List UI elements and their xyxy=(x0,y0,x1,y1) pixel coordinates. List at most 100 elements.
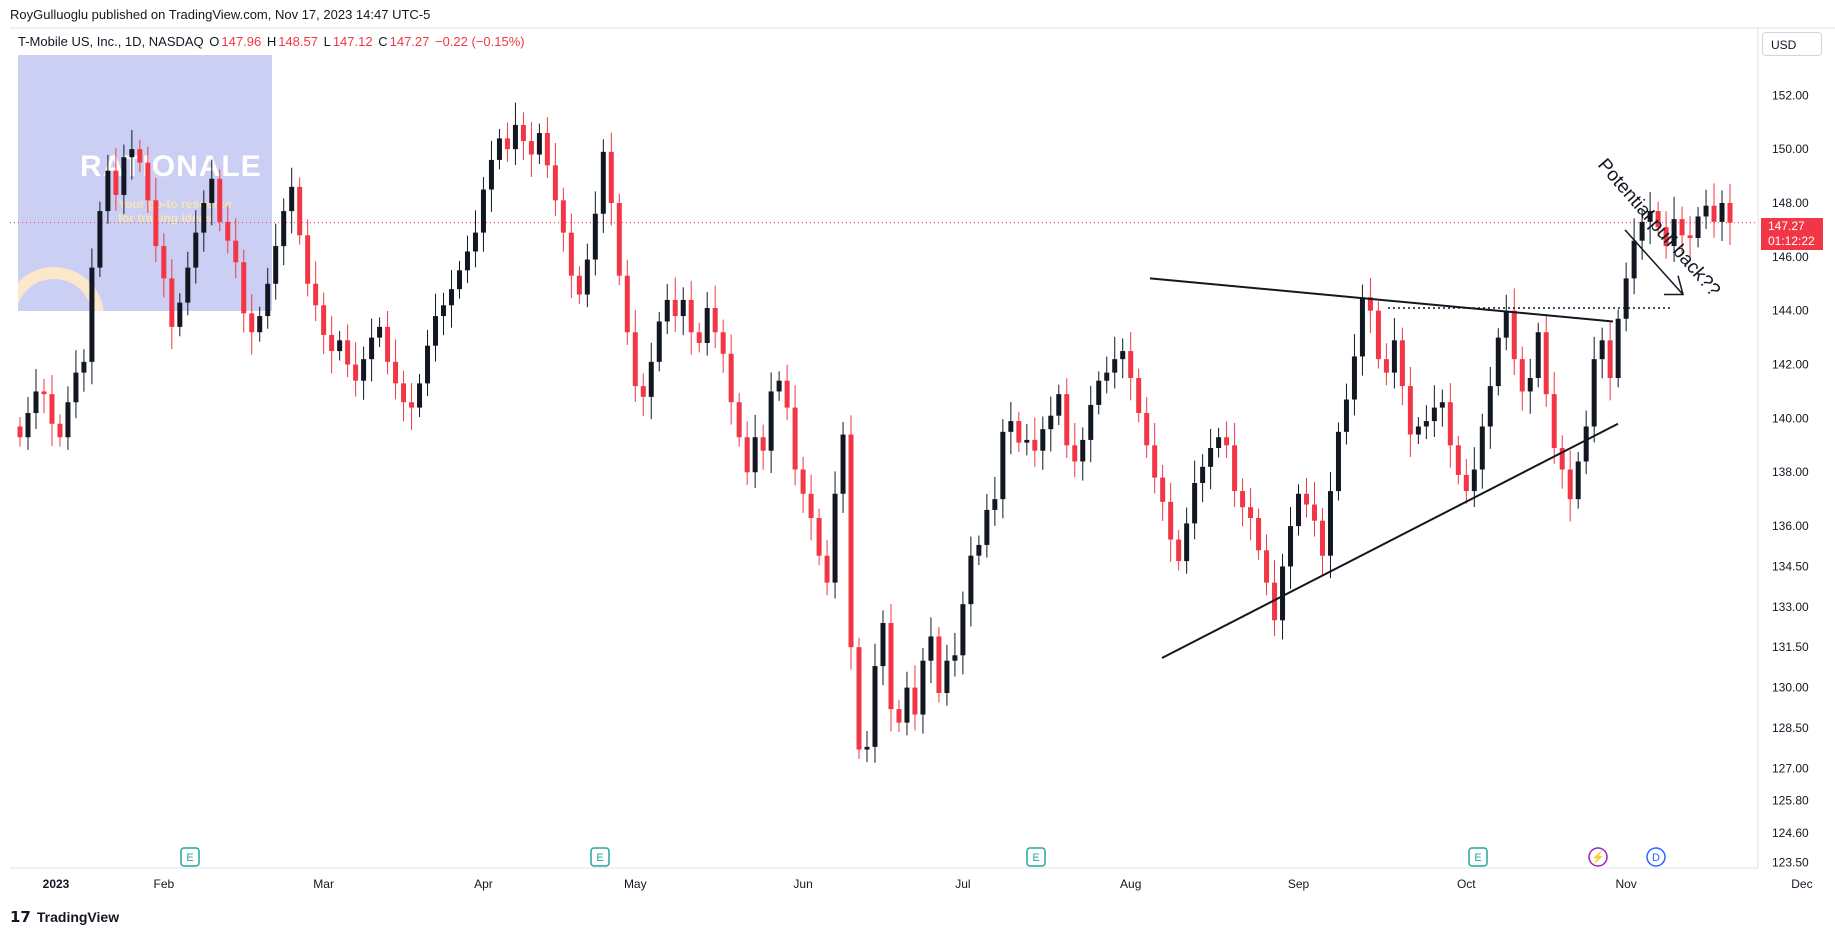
y-tick-label: 140.00 xyxy=(1772,411,1809,425)
candle-body xyxy=(568,232,574,276)
split-icon xyxy=(1588,847,1608,867)
candle-body xyxy=(496,138,502,160)
last-price-tag: 147.27 01:12:22 xyxy=(1761,218,1823,250)
tradingview-logo[interactable]: 𝟭𝟳 TradingView xyxy=(10,908,119,926)
candle-body xyxy=(1264,550,1270,583)
candle-body xyxy=(1096,380,1102,405)
candle-body xyxy=(313,283,319,306)
candle-body xyxy=(425,345,431,384)
candle-body xyxy=(257,316,263,333)
upper-trendline xyxy=(1149,277,1614,323)
candle-body xyxy=(664,299,670,322)
candle-body xyxy=(153,200,159,247)
candle-body xyxy=(1383,359,1389,373)
y-tick-label: 138.00 xyxy=(1772,465,1809,479)
symbol-name[interactable]: T-Mobile US, Inc., 1D, NASDAQ xyxy=(18,34,204,49)
candle-body xyxy=(1711,205,1717,222)
top-bar: RoyGulluoglu published on TradingView.co… xyxy=(0,0,1835,28)
candle-body xyxy=(968,555,974,605)
y-tick-label: 142.00 xyxy=(1772,358,1809,372)
candle-body xyxy=(1104,372,1110,381)
candle-body xyxy=(1375,310,1381,360)
candle-body xyxy=(81,361,87,373)
candle-body xyxy=(1192,483,1198,524)
candle-body xyxy=(704,308,710,343)
earnings-icon-label: E xyxy=(186,852,193,864)
lower-trendline xyxy=(1161,422,1619,659)
close-label: C xyxy=(378,34,388,49)
candle-body xyxy=(1599,340,1605,360)
candle-body xyxy=(1296,493,1302,527)
candle-body xyxy=(1543,332,1549,395)
candle-body xyxy=(1495,337,1501,387)
candle-body xyxy=(1288,526,1294,567)
candle-body xyxy=(1479,426,1485,470)
candle-body xyxy=(536,133,542,155)
candle-body xyxy=(1080,439,1086,462)
x-tick-label: Dec xyxy=(1791,877,1812,891)
candle-body xyxy=(480,189,486,233)
candle-body xyxy=(1327,491,1333,556)
candle-body xyxy=(952,655,958,661)
last-price: 147.27 xyxy=(1768,219,1805,233)
candle-body xyxy=(616,203,622,276)
candle-body xyxy=(832,493,838,583)
split-icon-label: ⚡ xyxy=(1591,851,1605,864)
candle-body xyxy=(512,124,518,150)
candle-body xyxy=(1176,539,1182,562)
candle-body xyxy=(816,518,822,556)
y-tick-label: 148.00 xyxy=(1772,196,1809,210)
candle-body xyxy=(520,124,526,142)
candle-body xyxy=(1591,359,1597,427)
candle-body xyxy=(385,326,391,362)
candle-body xyxy=(840,434,846,494)
y-tick-label: 123.50 xyxy=(1772,856,1809,870)
candle-body xyxy=(576,275,582,295)
candle-body xyxy=(1463,474,1469,492)
candle-body xyxy=(1631,240,1637,279)
candle-body xyxy=(552,165,558,201)
candle-body xyxy=(1623,278,1629,319)
candle-body xyxy=(281,211,287,247)
candle-body xyxy=(241,262,247,314)
pullback-arrow-head xyxy=(1664,275,1684,296)
watermark-logo: RATIONALE Your go-to resource for tradin… xyxy=(18,55,272,311)
close-value: 147.27 xyxy=(389,34,430,49)
candle-body xyxy=(1439,402,1445,408)
candle-body xyxy=(728,353,734,403)
low-label: L xyxy=(323,34,331,49)
y-tick-label: 136.00 xyxy=(1772,519,1809,533)
candle-body xyxy=(448,289,454,306)
candle-body xyxy=(329,334,335,352)
candle-body xyxy=(1679,219,1685,236)
y-tick-label: 128.50 xyxy=(1772,721,1809,735)
candle-body xyxy=(217,178,223,222)
candle-body xyxy=(361,359,367,381)
candle-body xyxy=(393,361,399,384)
candle-body xyxy=(1200,466,1206,483)
currency-selector[interactable]: USD xyxy=(1762,32,1822,56)
x-tick-label: Apr xyxy=(474,877,493,891)
candle-body xyxy=(1719,203,1725,222)
x-tick-label: May xyxy=(624,877,647,891)
candle-body xyxy=(321,305,327,335)
candle-body xyxy=(592,213,598,260)
candle-body xyxy=(1072,445,1078,462)
open-value: 147.96 xyxy=(221,34,262,49)
candle-body xyxy=(1000,431,1006,500)
candle-body xyxy=(1391,340,1397,373)
price-chart[interactable]: 154.00152.00150.00148.00146.00144.00142.… xyxy=(0,0,1835,900)
candle-body xyxy=(944,660,950,693)
pullback-arrow xyxy=(1624,229,1684,296)
candle-body xyxy=(904,687,910,723)
candle-body xyxy=(265,283,271,317)
candle-body xyxy=(1455,445,1461,475)
candle-body xyxy=(696,332,702,343)
candle-body xyxy=(1519,359,1525,392)
y-tick-label: 124.60 xyxy=(1772,826,1809,840)
candle-body xyxy=(169,278,175,327)
candle-body xyxy=(776,380,782,392)
candle-body xyxy=(488,159,494,190)
candle-body xyxy=(209,178,215,203)
